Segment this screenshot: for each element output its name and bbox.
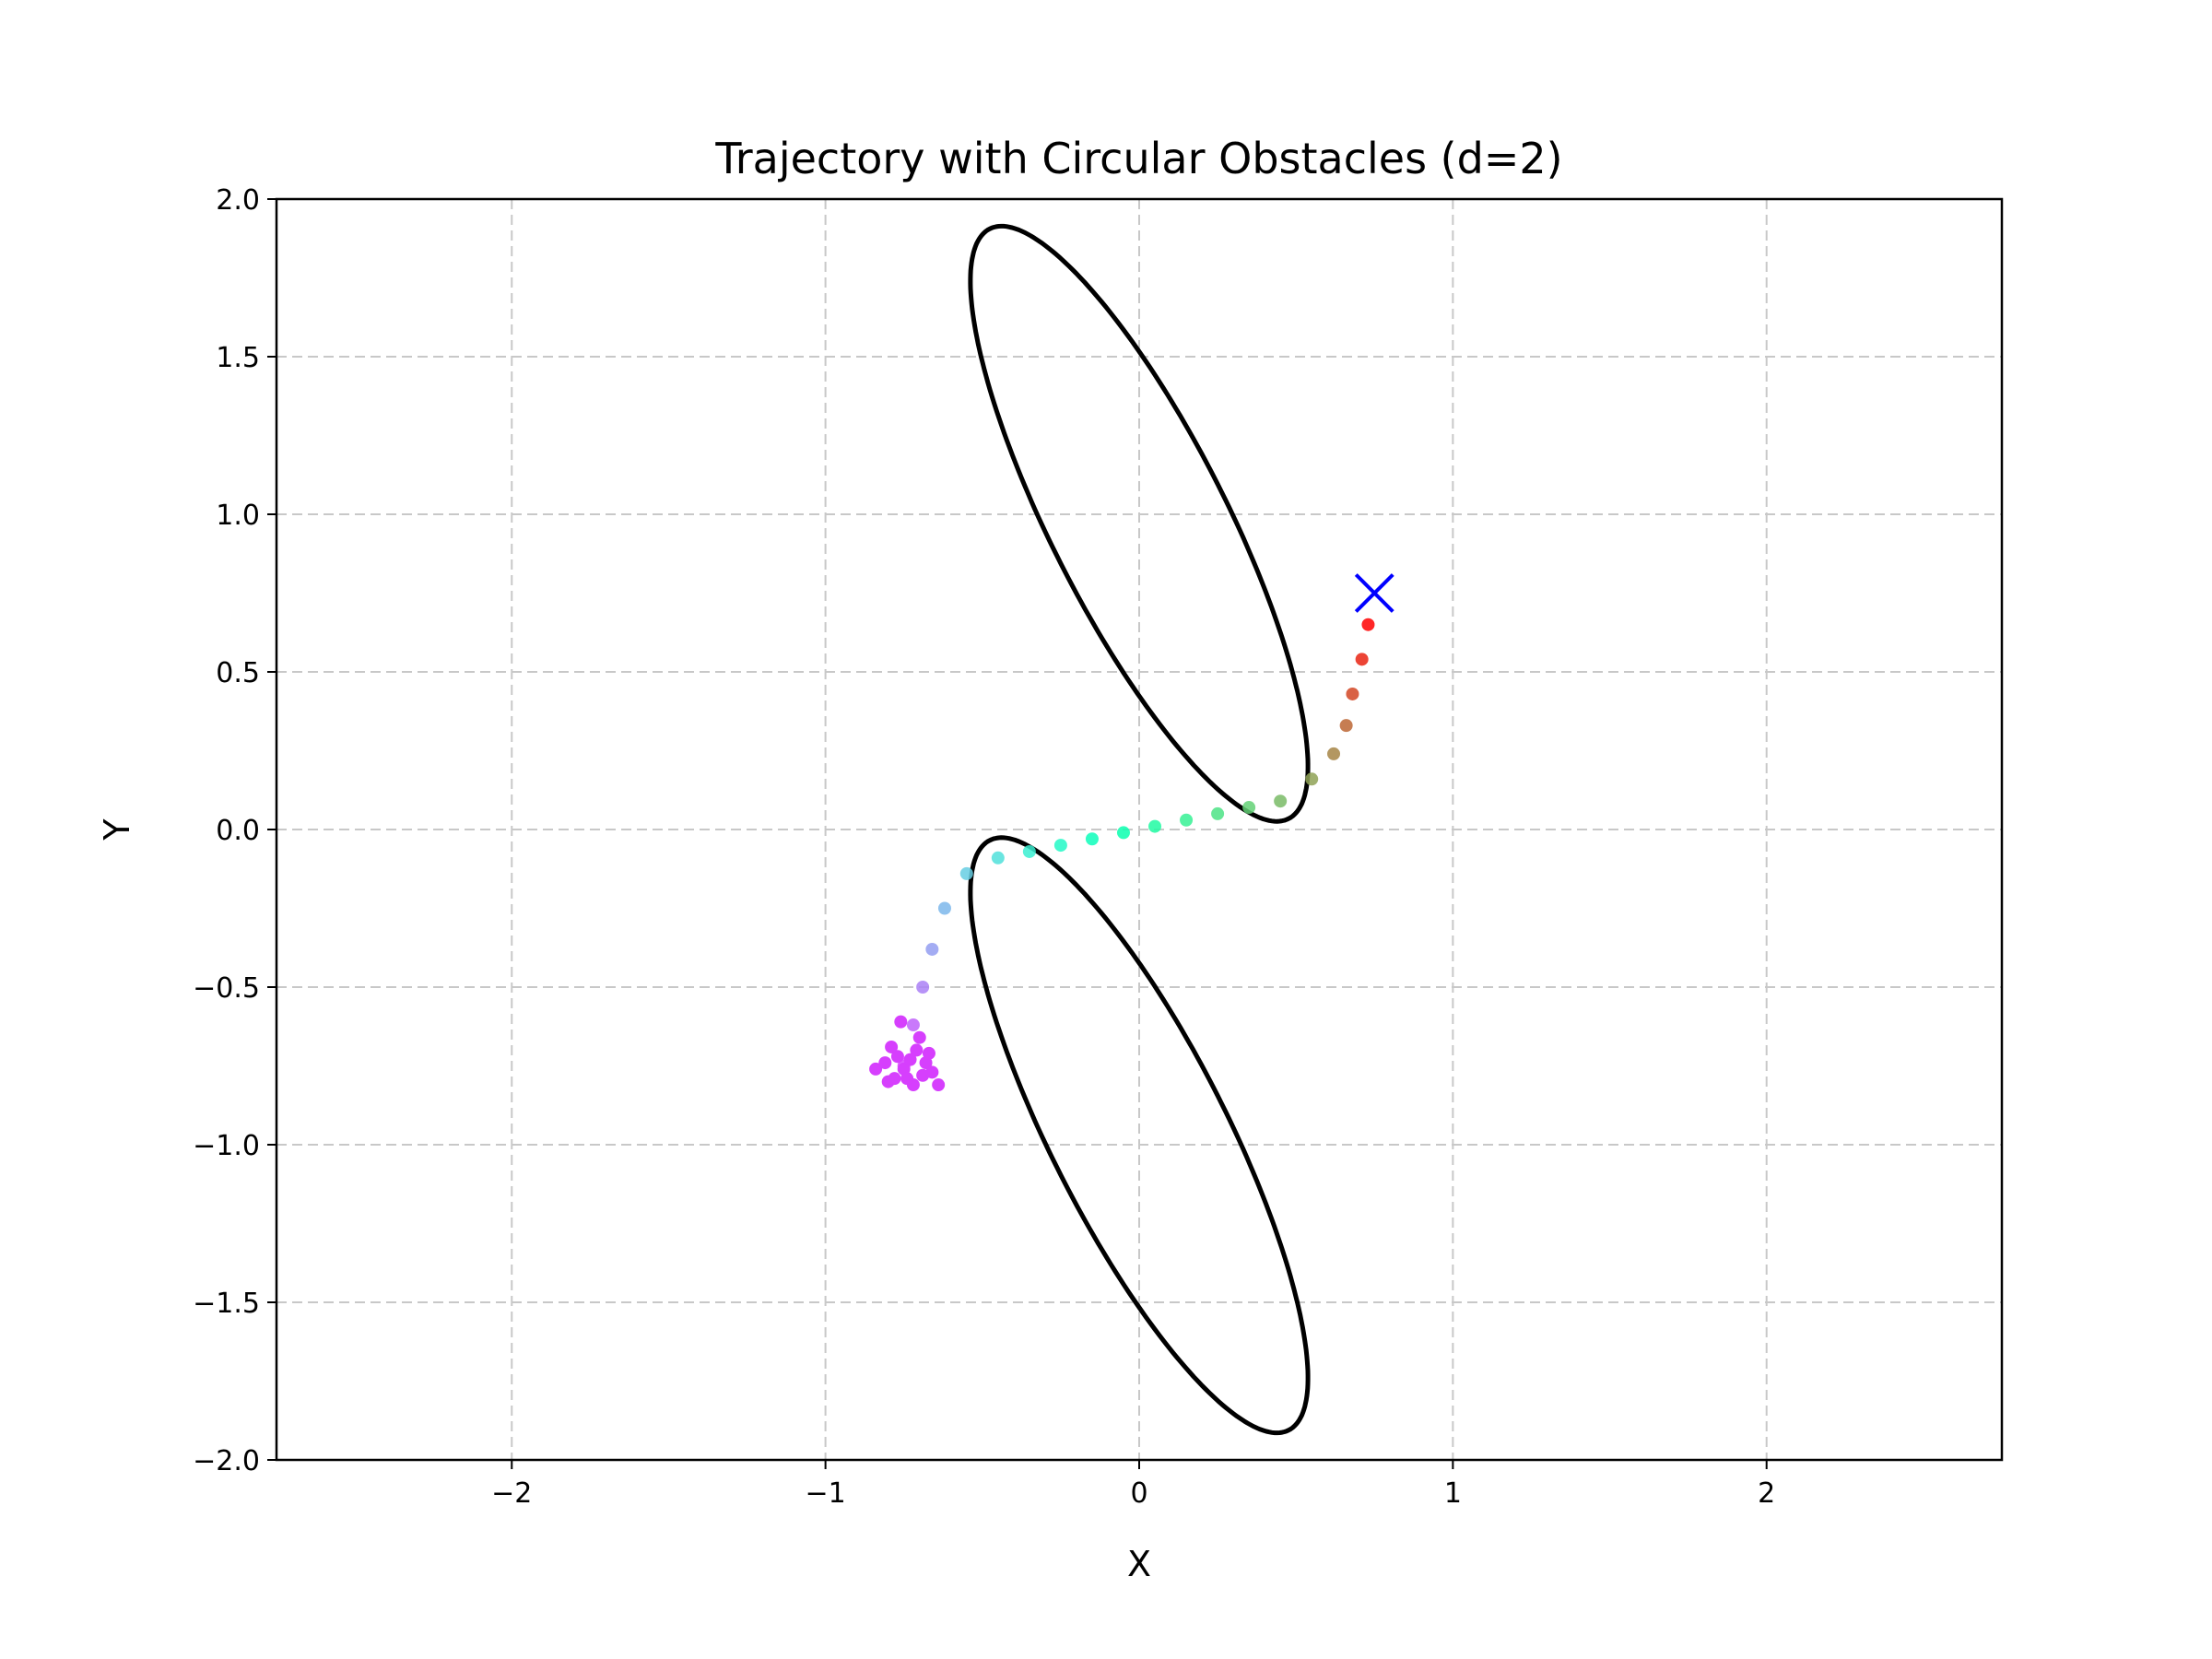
y-tick-label: −1.0	[193, 1130, 260, 1162]
y-tick-label: 2.0	[216, 184, 260, 217]
x-axis-label: X	[1127, 1544, 1151, 1584]
target-layer	[1354, 573, 1394, 613]
y-axis-label: Y	[97, 818, 137, 841]
trajectory-point	[1305, 772, 1319, 786]
chart-title: Trajectory with Circular Obstacles (d=2)	[714, 134, 1562, 183]
y-tick-label: −1.5	[193, 1288, 260, 1320]
trajectory-point	[1355, 653, 1369, 666]
x-tick-label: −1	[806, 1477, 846, 1510]
y-tick-label: 0.0	[216, 815, 260, 847]
lower-obstacle	[968, 835, 1311, 1436]
start-point	[922, 1046, 935, 1060]
start-point	[885, 1040, 899, 1053]
start-point	[869, 1062, 883, 1076]
x-tick-label: −2	[491, 1477, 532, 1510]
upper-obstacle	[968, 223, 1311, 824]
start-point	[912, 1030, 926, 1044]
trajectory-layer	[869, 618, 1375, 1092]
trajectory-point	[991, 851, 1005, 865]
start-point	[894, 1015, 908, 1029]
start-point	[890, 1050, 904, 1064]
trajectory-point	[1339, 719, 1353, 733]
trajectory-point	[1148, 819, 1162, 833]
tick-layer: −2 −1 0 1 2 −2.0 −1.5 −1.0 −0.5 0.0 0.5 1.0 1.5 2.0	[193, 184, 1775, 1510]
start-point	[903, 1053, 917, 1066]
trajectory-point	[925, 942, 939, 956]
trajectory-point	[1085, 832, 1099, 846]
x-tick-label: 0	[1130, 1477, 1147, 1510]
trajectory-point	[1116, 826, 1130, 840]
trajectory-point	[1180, 813, 1194, 827]
y-tick-label: −2.0	[193, 1445, 260, 1477]
trajectory-point	[1211, 806, 1225, 820]
start-point	[900, 1072, 914, 1086]
y-tick-label: 1.0	[216, 500, 260, 532]
trajectory-point	[1327, 747, 1341, 760]
start-point	[881, 1075, 895, 1088]
trajectory-point	[1274, 794, 1288, 808]
y-tick-label: 0.5	[216, 657, 260, 689]
x-tick-label: 1	[1444, 1477, 1462, 1510]
y-tick-label: 1.5	[216, 342, 260, 374]
trajectory-point	[906, 1018, 920, 1032]
trajectory-point	[1053, 839, 1067, 853]
trajectory-point	[1022, 844, 1036, 858]
trajectory-point	[937, 901, 951, 915]
start-point	[910, 1043, 924, 1057]
trajectory-point	[1346, 687, 1359, 700]
obstacle-layer	[968, 223, 1311, 1436]
trajectory-point	[1361, 618, 1375, 631]
start-point	[932, 1078, 946, 1092]
trajectory-point	[959, 866, 973, 880]
x-tick-label: 2	[1758, 1477, 1775, 1510]
trajectory-point	[1242, 801, 1256, 815]
start-point	[925, 1065, 939, 1079]
target-marker-stroke	[1354, 573, 1394, 613]
trajectory-point	[916, 981, 930, 994]
y-tick-label: −0.5	[193, 972, 260, 1005]
start-point	[878, 1056, 892, 1070]
